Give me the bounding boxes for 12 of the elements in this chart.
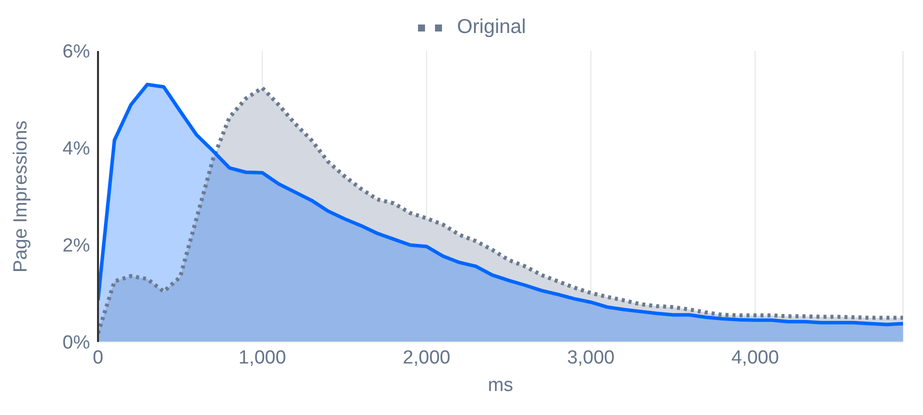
y-axis-title: Page Impressions [10, 120, 32, 273]
x-tick-label: 0 [92, 347, 104, 368]
y-tick-label: 2% [62, 236, 90, 257]
x-tick-label: 1,000 [238, 347, 286, 368]
x-axis-title: ms [488, 375, 514, 396]
y-tick-label: 6% [62, 42, 90, 63]
x-tick-label: 2,000 [402, 347, 450, 368]
x-tick-label: 3,000 [567, 347, 615, 368]
x-tick-label: 4,000 [731, 347, 779, 368]
legend-label: Original [457, 16, 526, 39]
y-tick-label: 4% [62, 138, 90, 160]
y-tick-label: 0% [62, 332, 90, 354]
